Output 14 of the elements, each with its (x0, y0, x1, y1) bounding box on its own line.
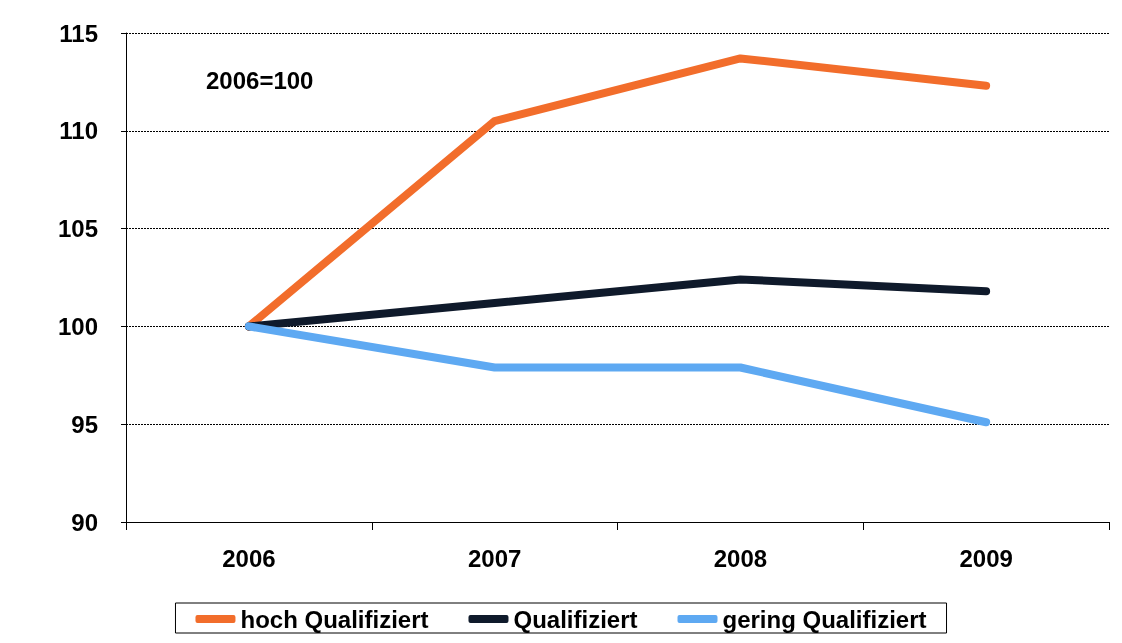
x-tick-label: 2009 (959, 544, 1013, 572)
y-tick-label: 105 (57, 215, 98, 243)
y-tick-label: 110 (59, 117, 98, 145)
legend-label: Qualifiziert (513, 605, 638, 633)
legend-label: gering Qualifiziert (722, 605, 927, 633)
y-tick-label: 115 (59, 19, 98, 47)
annotation: 2006=100 (206, 66, 314, 94)
y-tick-label: 90 (71, 508, 98, 536)
y-tick-label: 100 (57, 312, 98, 340)
x-tick-label: 2007 (467, 544, 522, 572)
x-tick-label: 2008 (713, 544, 768, 572)
legend-label: hoch Qualifiziert (240, 605, 429, 633)
y-tick-label: 95 (71, 410, 98, 438)
x-tick-label: 2006 (222, 544, 276, 572)
